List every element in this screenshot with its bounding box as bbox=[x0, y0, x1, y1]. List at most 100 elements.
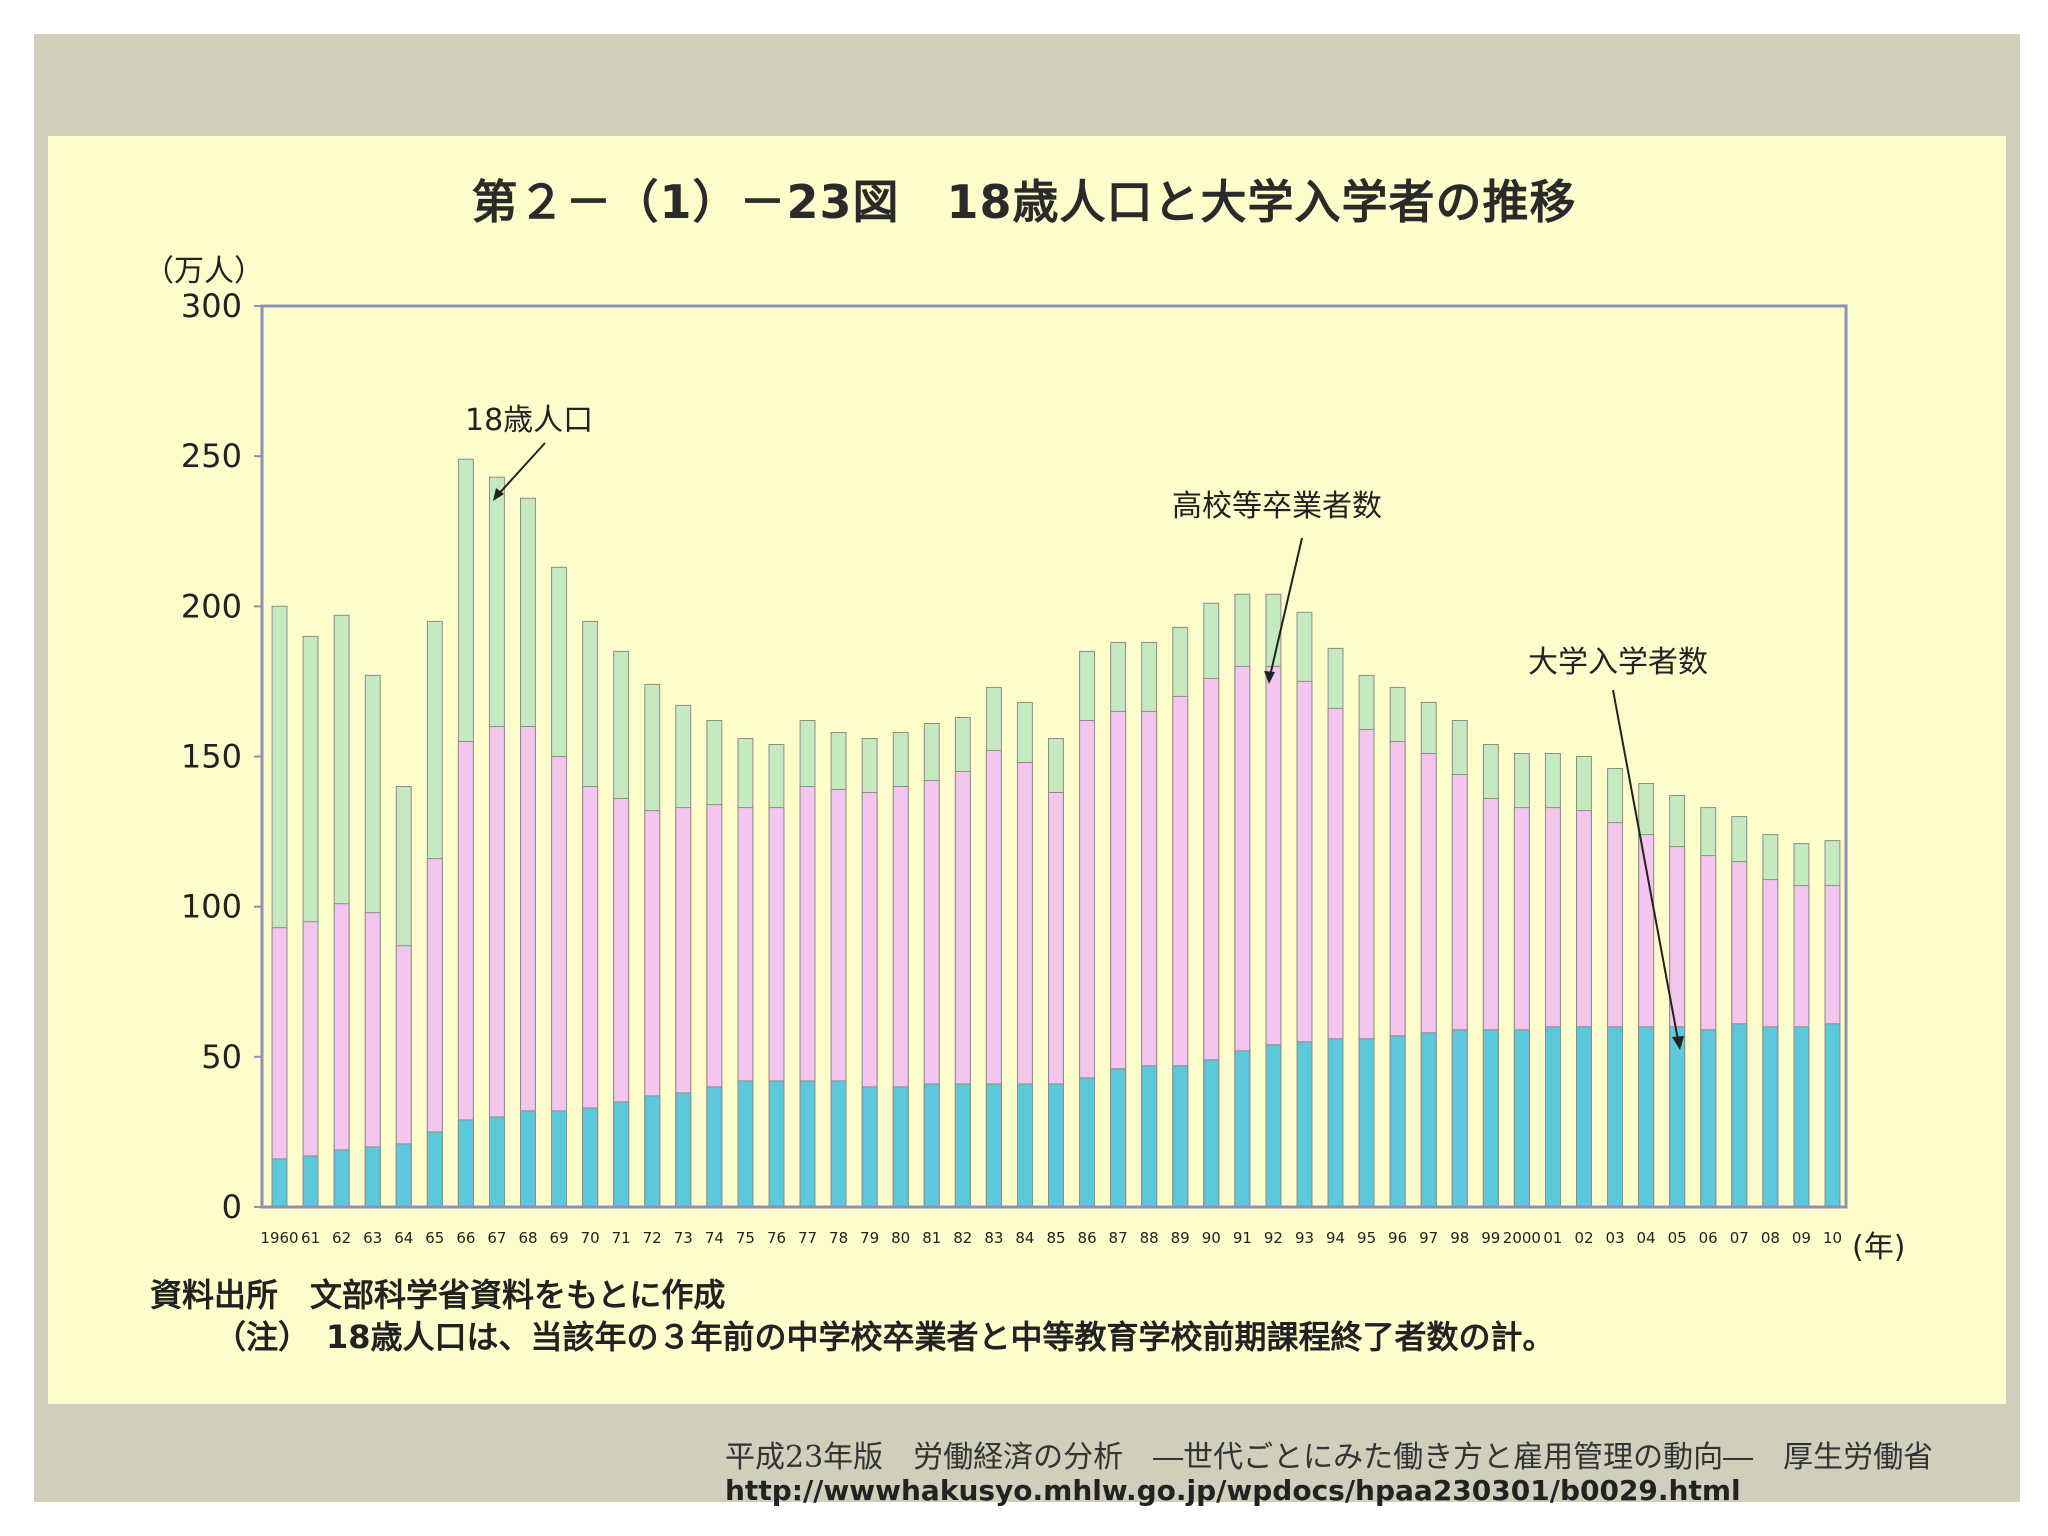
x-tick-label: 64 bbox=[394, 1229, 413, 1247]
bar-university-06 bbox=[1700, 1029, 1717, 1208]
x-tick-label: 66 bbox=[456, 1229, 475, 1247]
bar-university-84 bbox=[1017, 1083, 1033, 1208]
x-tick-label: 81 bbox=[922, 1229, 941, 1247]
bar-university-99 bbox=[1482, 1029, 1499, 1208]
bar-university-10 bbox=[1824, 1023, 1841, 1208]
bar-university-95 bbox=[1358, 1038, 1375, 1208]
bar-university-1960 bbox=[271, 1158, 288, 1208]
footer-url: http://wwwhakusyo.mhlw.go.jp/wpdocs/hpaa… bbox=[725, 1474, 1741, 1507]
bar-university-04 bbox=[1638, 1026, 1655, 1208]
x-tick-label: 79 bbox=[860, 1229, 879, 1247]
x-tick-label: 69 bbox=[550, 1229, 569, 1247]
x-tick-label: 78 bbox=[829, 1229, 848, 1247]
bar-university-77 bbox=[799, 1080, 816, 1208]
x-tick-label: 94 bbox=[1326, 1229, 1345, 1247]
x-tick-label: 76 bbox=[767, 1229, 786, 1247]
bar-university-79 bbox=[861, 1086, 878, 1208]
x-tick-label: 97 bbox=[1419, 1229, 1438, 1247]
x-tick-label: 09 bbox=[1792, 1229, 1811, 1247]
x-tick-label: 65 bbox=[425, 1229, 444, 1247]
x-tick-label: 02 bbox=[1574, 1229, 1593, 1247]
bar-university-64 bbox=[395, 1143, 412, 1208]
bar-university-71 bbox=[613, 1101, 630, 1208]
annotation-population-arrowhead bbox=[493, 488, 504, 501]
x-tick-label: 75 bbox=[736, 1229, 755, 1247]
note-text: （注） 18歳人口は、当該年の３年前の中学校卒業者と中等教育学校前期課程終了者数… bbox=[214, 1318, 1555, 1356]
x-tick-label: 71 bbox=[612, 1229, 631, 1247]
bar-university-2000 bbox=[1513, 1029, 1530, 1208]
x-tick-label: 04 bbox=[1637, 1229, 1656, 1247]
annotation-university: 大学入学者数 bbox=[1528, 645, 1708, 680]
bar-university-09 bbox=[1793, 1026, 1810, 1208]
x-tick-label: 01 bbox=[1543, 1229, 1562, 1247]
annotation-highschool-arrow bbox=[1269, 537, 1303, 677]
bar-university-01 bbox=[1545, 1026, 1561, 1208]
bar-university-96 bbox=[1389, 1035, 1406, 1208]
x-tick-label: 90 bbox=[1202, 1229, 1221, 1247]
bar-university-65 bbox=[426, 1131, 443, 1208]
y-tick-label: 50 bbox=[201, 1038, 242, 1076]
x-tick-label: 73 bbox=[674, 1229, 693, 1247]
bar-university-63 bbox=[364, 1146, 381, 1208]
x-tick-label: 2000 bbox=[1503, 1229, 1541, 1247]
x-tick-label: 68 bbox=[518, 1229, 537, 1247]
x-tick-label: 08 bbox=[1761, 1229, 1780, 1247]
bar-university-82 bbox=[954, 1083, 971, 1208]
x-unit-label: (年) bbox=[1852, 1230, 1906, 1265]
y-tick-label: 100 bbox=[181, 888, 242, 926]
x-tick-label: 87 bbox=[1109, 1229, 1128, 1247]
bar-university-83 bbox=[985, 1083, 1002, 1208]
annotation-highschool: 高校等卒業者数 bbox=[1172, 489, 1382, 524]
source-text: 資料出所 文部科学省資料をもとに作成 bbox=[150, 1276, 726, 1314]
x-tick-label: 93 bbox=[1295, 1229, 1314, 1247]
bar-university-72 bbox=[644, 1095, 661, 1208]
x-tick-label: 89 bbox=[1171, 1229, 1190, 1247]
y-tick-label: 300 bbox=[181, 287, 242, 325]
bar-university-02 bbox=[1576, 1026, 1592, 1208]
x-tick-label: 70 bbox=[581, 1229, 600, 1247]
footer-title: 平成23年版 労働経済の分析 ―世代ごとにみた働き方と雇用管理の動向― 厚生労働… bbox=[725, 1440, 1934, 1475]
y-tick-label: 200 bbox=[181, 587, 242, 625]
x-tick-label: 10 bbox=[1823, 1229, 1842, 1247]
bar-university-07 bbox=[1731, 1023, 1748, 1208]
y-tick-label: 0 bbox=[222, 1188, 242, 1226]
x-tick-label: 63 bbox=[363, 1229, 382, 1247]
x-tick-label: 84 bbox=[1015, 1229, 1034, 1247]
y-tick-label: 150 bbox=[181, 738, 242, 776]
x-tick-label: 88 bbox=[1140, 1229, 1159, 1247]
bar-university-05 bbox=[1669, 1026, 1686, 1208]
bar-university-91 bbox=[1234, 1050, 1251, 1208]
bar-university-98 bbox=[1451, 1029, 1468, 1208]
y-axis-ticks: 0 50 100 150 200 250 300 bbox=[181, 287, 262, 1226]
x-tick-label: 99 bbox=[1481, 1229, 1500, 1247]
bar-university-86 bbox=[1079, 1077, 1095, 1208]
x-tick-label: 77 bbox=[798, 1229, 817, 1247]
bar-university-93 bbox=[1296, 1041, 1313, 1208]
bar-university-69 bbox=[551, 1110, 567, 1208]
bar-university-67 bbox=[489, 1116, 505, 1208]
x-tick-label: 95 bbox=[1357, 1229, 1376, 1247]
x-tick-label: 62 bbox=[332, 1229, 351, 1247]
bars-layer bbox=[271, 458, 1841, 1208]
bar-university-94 bbox=[1327, 1038, 1344, 1208]
bar-university-74 bbox=[706, 1086, 723, 1208]
x-tick-label: 86 bbox=[1078, 1229, 1097, 1247]
x-tick-label: 67 bbox=[487, 1229, 506, 1247]
bar-university-90 bbox=[1203, 1059, 1220, 1208]
y-tick-label: 250 bbox=[181, 437, 242, 475]
x-tick-label: 98 bbox=[1450, 1229, 1469, 1247]
bar-university-85 bbox=[1048, 1083, 1064, 1208]
x-tick-label: 92 bbox=[1264, 1229, 1283, 1247]
annotation-population: 18歳人口 bbox=[465, 403, 593, 438]
bar-university-70 bbox=[582, 1107, 599, 1208]
x-axis-ticks: 1960 61 62 63 64 65 66 67 68 69 70 71 72 73 74 75 76 77 78… bbox=[260, 1229, 1842, 1247]
bar-university-03 bbox=[1607, 1026, 1623, 1208]
bar-university-97 bbox=[1420, 1032, 1437, 1208]
bar-university-89 bbox=[1172, 1065, 1189, 1208]
x-tick-label: 80 bbox=[891, 1229, 910, 1247]
bar-university-87 bbox=[1110, 1068, 1127, 1208]
bar-university-08 bbox=[1762, 1026, 1779, 1208]
x-tick-label: 96 bbox=[1388, 1229, 1407, 1247]
x-tick-label: 05 bbox=[1668, 1229, 1687, 1247]
